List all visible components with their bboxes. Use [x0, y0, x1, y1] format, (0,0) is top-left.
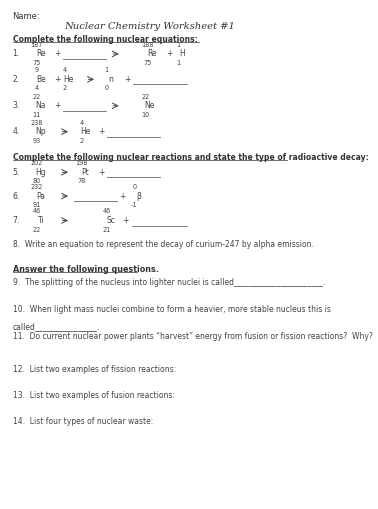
Text: Na: Na	[36, 101, 46, 110]
Text: 3.: 3.	[12, 101, 20, 110]
Text: Sc: Sc	[107, 216, 115, 225]
Text: 0: 0	[132, 184, 136, 190]
Text: -1: -1	[131, 202, 138, 208]
Text: 91: 91	[33, 202, 41, 208]
Text: 4.: 4.	[12, 127, 20, 136]
Text: 232: 232	[31, 184, 43, 190]
Text: 4: 4	[62, 67, 67, 73]
Text: Complete the following nuclear equations:: Complete the following nuclear equations…	[12, 35, 197, 44]
Text: Np: Np	[36, 127, 46, 136]
Text: called________________.: called________________.	[12, 322, 100, 331]
Text: Ne: Ne	[144, 101, 155, 110]
Text: Pt: Pt	[82, 168, 90, 177]
Text: 21: 21	[103, 227, 111, 233]
Text: 11.  Do current nuclear power plants “harvest” energy from fusion or fission rea: 11. Do current nuclear power plants “har…	[12, 332, 372, 341]
Text: 5.: 5.	[12, 168, 20, 177]
Text: +: +	[124, 75, 130, 84]
Text: 202: 202	[31, 160, 43, 166]
Text: 46: 46	[103, 208, 111, 214]
Text: Re: Re	[36, 49, 46, 59]
Text: 14.  List four types of nuclear waste:: 14. List four types of nuclear waste:	[12, 417, 153, 426]
Text: 10: 10	[141, 112, 150, 118]
Text: He: He	[64, 75, 74, 84]
Text: 2: 2	[79, 138, 84, 144]
Text: 10.  When light mass nuclei combine to form a heavier, more stable nucleus this : 10. When light mass nuclei combine to fo…	[12, 305, 330, 314]
Text: 13.  List two examples of fusion reactions:: 13. List two examples of fusion reaction…	[12, 390, 175, 400]
Text: +: +	[98, 127, 105, 136]
Text: β: β	[136, 191, 141, 201]
Text: 198: 198	[75, 160, 88, 166]
Text: Name:: Name:	[12, 12, 40, 21]
Text: Nuclear Chemistry Worksheet #1: Nuclear Chemistry Worksheet #1	[64, 22, 235, 31]
Text: +: +	[54, 101, 60, 110]
Text: 4: 4	[79, 120, 84, 126]
Text: Be: Be	[36, 75, 46, 84]
Text: 80: 80	[33, 178, 41, 184]
Text: 187: 187	[31, 42, 43, 48]
Text: 12.  List two examples of fission reactions:: 12. List two examples of fission reactio…	[12, 364, 176, 374]
Text: Answer the following questions.: Answer the following questions.	[12, 265, 158, 274]
Text: 188: 188	[142, 42, 154, 48]
Text: 46: 46	[33, 208, 41, 214]
Text: 8.  Write an equation to represent the decay of curium-247 by alpha emission.: 8. Write an equation to represent the de…	[12, 240, 313, 249]
Text: +: +	[54, 75, 60, 84]
Text: 75: 75	[33, 60, 41, 66]
Text: 11: 11	[33, 112, 41, 118]
Text: 238: 238	[31, 120, 43, 126]
Text: +: +	[120, 191, 126, 201]
Text: 4: 4	[35, 86, 39, 92]
Text: 2.: 2.	[12, 75, 20, 84]
Text: Hg: Hg	[36, 168, 46, 177]
Text: +: +	[122, 216, 129, 225]
Text: 2: 2	[62, 86, 67, 92]
Text: 1.: 1.	[12, 49, 20, 59]
Text: +: +	[98, 168, 105, 177]
Text: Pa: Pa	[36, 191, 45, 201]
Text: 9: 9	[35, 67, 39, 73]
Text: 1: 1	[176, 42, 180, 48]
Text: 1: 1	[105, 67, 109, 73]
Text: 22: 22	[33, 94, 41, 100]
Text: +: +	[54, 49, 60, 59]
Text: n: n	[108, 75, 113, 84]
Text: 22: 22	[141, 94, 150, 100]
Text: Ti: Ti	[37, 216, 44, 225]
Text: 6.: 6.	[12, 191, 20, 201]
Text: 0: 0	[105, 86, 109, 92]
Text: Re: Re	[147, 49, 157, 59]
Text: H: H	[180, 49, 185, 59]
Text: 93: 93	[33, 138, 41, 144]
Text: 22: 22	[33, 227, 41, 233]
Text: 9.  The splitting of the nucleus into lighter nuclei is called__________________: 9. The splitting of the nucleus into lig…	[12, 278, 325, 287]
Text: Complete the following nuclear reactions and state the type of radioactive decay: Complete the following nuclear reactions…	[12, 153, 369, 162]
Text: 75: 75	[144, 60, 152, 66]
Text: +: +	[166, 49, 172, 59]
Text: He: He	[81, 127, 91, 136]
Text: 1: 1	[176, 60, 180, 66]
Text: 78: 78	[77, 178, 85, 184]
Text: 7.: 7.	[12, 216, 20, 225]
